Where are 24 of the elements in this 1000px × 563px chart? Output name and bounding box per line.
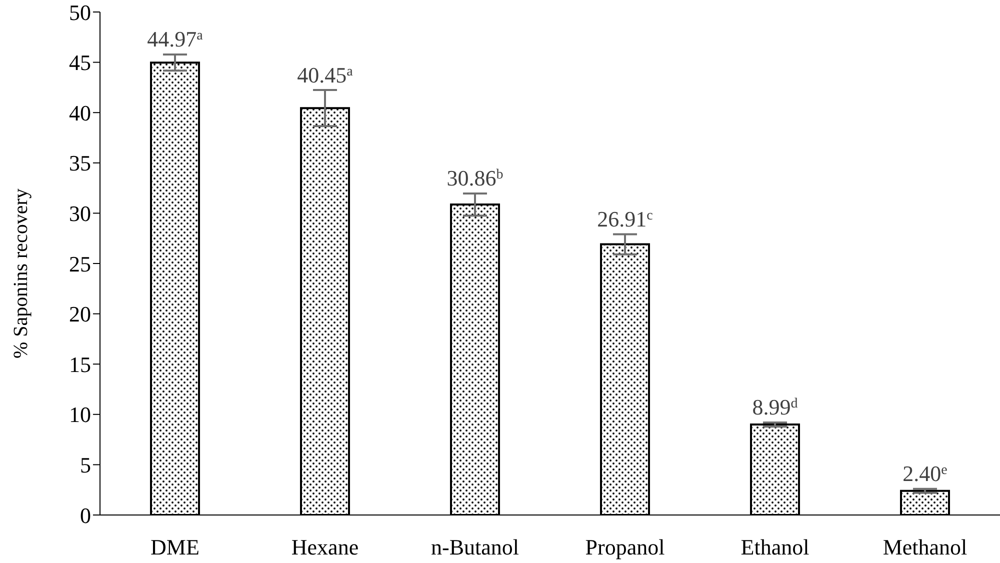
x-tick-label: DME [150, 534, 200, 560]
x-tick-label: n-Butanol [431, 534, 519, 560]
y-tick-label: 15 [69, 352, 91, 377]
y-tick-label: 50 [69, 0, 91, 25]
y-tick-label: 20 [69, 302, 91, 327]
y-tick-label: 25 [69, 251, 91, 276]
data-label: 30.86$^{b}$ [446, 166, 504, 191]
y-tick-label: 45 [69, 50, 91, 76]
y-axis-title: % Saponins recovery [10, 188, 32, 358]
y-tick-label: 35 [69, 150, 91, 176]
x-tick-label: Ethanol [740, 534, 810, 560]
data-label: 44.97$^{a}$ [147, 26, 204, 52]
x-tick-label: Hexane [291, 534, 359, 560]
data-label: 40.45$^{a}$ [297, 62, 354, 88]
y-tick-label: 10 [69, 402, 91, 428]
data-label: 8.99$^{d}$ [752, 394, 798, 420]
y-tick-label: 30 [69, 201, 91, 226]
y-tick-label: 40 [69, 100, 91, 126]
y-tick-label: 0 [80, 502, 91, 528]
x-tick-label: Methanol [882, 534, 968, 560]
y-tick-label: 5 [80, 452, 91, 478]
data-label: 26.91$^{c}$ [597, 206, 653, 232]
x-tick-label: Propanol [585, 534, 665, 560]
data-label: 2.40$^{e}$ [902, 460, 948, 486]
